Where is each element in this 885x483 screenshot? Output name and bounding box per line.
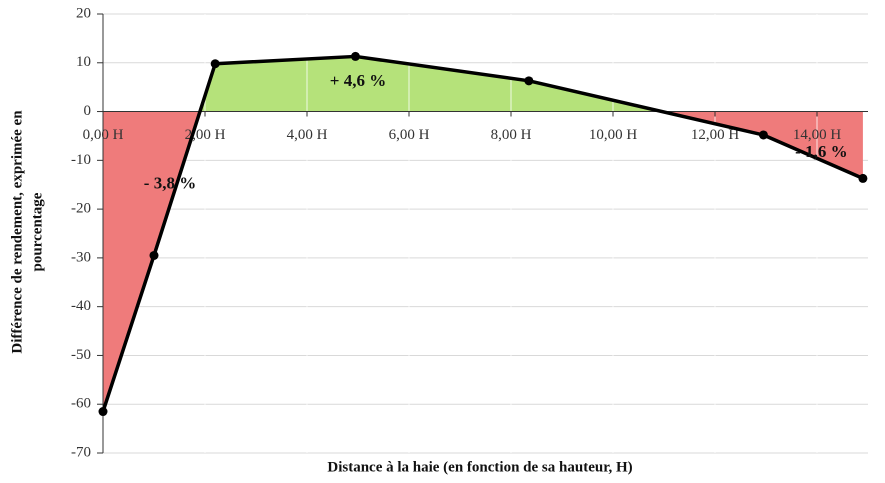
x-tick-label: 6,00 H (389, 127, 430, 143)
point (858, 173, 868, 183)
annotation: + 4,6 % (330, 71, 386, 90)
y-tick-label: -20 (71, 201, 91, 217)
x-tick-label: 10,00 H (589, 127, 638, 143)
x-tick-label: 14,00 H (793, 127, 842, 143)
x-tick-label: 12,00 H (691, 127, 740, 143)
point (210, 59, 220, 69)
x-axis-title: Distance à la haie (en fonction de sa ha… (327, 459, 632, 475)
x-tick-label: 4,00 H (287, 127, 328, 143)
point (758, 130, 768, 140)
annotation: - 1,6 % (795, 142, 847, 161)
y-axis-title: pourcentage (29, 192, 45, 271)
point (98, 407, 108, 417)
y-tick-label: 0 (84, 103, 92, 119)
annotation: - 3,8 % (144, 174, 196, 193)
y-tick-label: -60 (71, 396, 91, 412)
y-tick-label: 20 (76, 5, 91, 21)
y-axis-title: Différence de rendement, exprimée en (9, 110, 25, 354)
y-tick-label: -30 (71, 249, 91, 265)
y-tick-label: -40 (71, 298, 91, 314)
positive-area (199, 56, 663, 112)
y-tick-label: -50 (71, 347, 91, 363)
negative-area (103, 111, 863, 412)
point (350, 51, 360, 61)
point (149, 250, 159, 260)
x-tick-label: 8,00 H (491, 127, 532, 143)
point (524, 76, 534, 86)
y-tick-label: -70 (71, 444, 91, 460)
y-tick-label: 10 (76, 54, 91, 70)
y-tick-label: -10 (71, 152, 91, 168)
